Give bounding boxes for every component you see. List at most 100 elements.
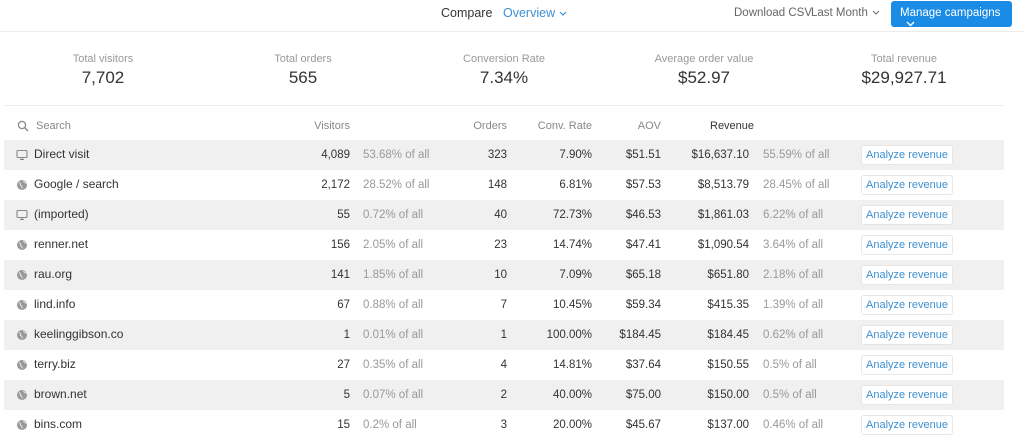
download-csv-link[interactable]: Download CSV	[734, 7, 812, 19]
stat-total-orders: Total orders 565	[193, 52, 413, 88]
orders-value: 323	[487, 149, 507, 161]
stat-label: Conversion Rate	[463, 53, 545, 65]
period-dropdown[interactable]: Last Month	[811, 7, 880, 19]
aov-value: $45.67	[625, 419, 661, 431]
revenue-share: 2.18% of all	[763, 269, 824, 281]
analyze-revenue-button[interactable]: Analyze revenue	[861, 205, 953, 225]
column-header-visitors[interactable]: Visitors	[314, 120, 350, 132]
visitors-share: 0.72% of all	[363, 209, 424, 221]
table-row[interactable]: rau.org 141 1.85% of all 10 7.09% $65.18 $651.…	[4, 260, 1004, 290]
orders-value: 3	[500, 419, 507, 431]
analyze-revenue-button[interactable]: Analyze revenue	[861, 145, 953, 165]
analyze-revenue-button[interactable]: Analyze revenue	[861, 415, 953, 435]
source-name: keelinggibson.co	[34, 327, 124, 341]
revenue-share: 0.5% of all	[763, 389, 817, 401]
source-name: bins.com	[34, 417, 83, 431]
analyze-revenue-button[interactable]: Analyze revenue	[861, 235, 953, 255]
table-row[interactable]: renner.net 156 2.05% of all 23 14.74% $47.41 $…	[4, 230, 1004, 260]
aov-value: $37.64	[625, 359, 661, 371]
conversion-rate-value: 100.00%	[546, 329, 592, 341]
divider	[4, 105, 1004, 106]
manage-campaigns-button[interactable]: Manage campaigns	[891, 1, 1012, 27]
conversion-rate-value: 6.81%	[559, 179, 592, 191]
table-header: Search Visitors Orders Conv. Rate AOV Re…	[0, 116, 1024, 136]
analyze-revenue-button[interactable]: Analyze revenue	[861, 175, 953, 195]
analyze-revenue-button[interactable]: Analyze revenue	[861, 355, 953, 375]
column-header-revenue[interactable]: Revenue	[710, 120, 755, 132]
table-row[interactable]: bins.com 15 0.2% of all 3 20.00% $45.67 $137.0…	[4, 410, 1004, 439]
visitors-share: 0.88% of all	[363, 299, 424, 311]
orders-value: 10	[494, 269, 507, 281]
source-name: renner.net	[34, 237, 89, 251]
revenue-value: $184.45	[707, 329, 749, 341]
revenue-share: 0.62% of all	[763, 329, 824, 341]
revenue-value: $1,861.03	[697, 209, 749, 221]
conversion-rate-value: 7.90%	[559, 149, 592, 161]
table-row[interactable]: lind.info 67 0.88% of all 7 10.45% $59.34 $415…	[4, 290, 1004, 320]
revenue-share: 0.5% of all	[763, 359, 817, 371]
source-name: (imported)	[34, 207, 89, 221]
search-input[interactable]: Search	[36, 120, 71, 132]
stat-label: Total orders	[274, 53, 332, 65]
table-row[interactable]: Google / search 2,172 28.52% of all 148 6.81…	[4, 170, 1004, 200]
globe-icon	[17, 330, 27, 340]
analyze-revenue-button[interactable]: Analyze revenue	[861, 385, 953, 405]
chevron-down-icon	[872, 10, 880, 15]
conversion-rate-value: 7.09%	[559, 269, 592, 281]
aov-value: $75.00	[625, 389, 661, 401]
aov-value: $65.18	[625, 269, 661, 281]
column-header-orders[interactable]: Orders	[473, 120, 507, 132]
analyze-revenue-button[interactable]: Analyze revenue	[861, 295, 953, 315]
visitors-share: 0.35% of all	[363, 359, 424, 371]
visitors-value: 1	[343, 329, 350, 341]
desktop-icon	[16, 149, 28, 161]
source-name: brown.net	[34, 387, 87, 401]
visitors-value: 15	[337, 419, 350, 431]
globe-icon	[17, 300, 27, 310]
table-row[interactable]: Direct visit 4,089 53.68% of all 323 7.90% $5…	[4, 140, 1004, 170]
stat-conversion-rate: Conversion Rate 7.34%	[394, 52, 614, 88]
revenue-value: $1,090.54	[697, 239, 749, 251]
column-header-aov[interactable]: AOV	[637, 120, 661, 132]
manage-campaigns-label: Manage campaigns	[900, 7, 1001, 19]
stat-label: Average order value	[654, 53, 754, 65]
table-row[interactable]: keelinggibson.co 1 0.01% of all 1 100.00% $18…	[4, 320, 1004, 350]
compare-tab[interactable]: Compare	[441, 6, 493, 20]
source-name: rau.org	[34, 267, 73, 281]
visitors-share: 28.52% of all	[363, 179, 430, 191]
overview-label: Overview	[503, 6, 556, 20]
analyze-revenue-button[interactable]: Analyze revenue	[861, 325, 953, 345]
aov-value: $184.45	[619, 329, 661, 341]
visitors-value: 141	[330, 269, 350, 281]
table-row[interactable]: brown.net 5 0.07% of all 2 40.00% $75.00 $150.…	[4, 380, 1004, 410]
aov-value: $57.53	[625, 179, 661, 191]
chevron-down-icon	[559, 11, 567, 16]
source-name: Google / search	[34, 177, 119, 191]
visitors-value: 27	[337, 359, 350, 371]
overview-dropdown[interactable]: Overview	[503, 6, 567, 20]
stat-value: $52.97	[678, 68, 730, 87]
top-bar: Compare Overview Download CSV Last Month…	[0, 0, 1024, 32]
analyze-revenue-button[interactable]: Analyze revenue	[861, 265, 953, 285]
table-body: Direct visit 4,089 53.68% of all 323 7.90% $5…	[0, 140, 1024, 439]
table-row[interactable]: terry.biz 27 0.35% of all 4 14.81% $37.64 $150…	[4, 350, 1004, 380]
visitors-value: 5	[343, 389, 350, 401]
aov-value: $47.41	[625, 239, 661, 251]
aov-value: $46.53	[625, 209, 661, 221]
conversion-rate-value: 14.81%	[552, 359, 592, 371]
visitors-share: 53.68% of all	[363, 149, 430, 161]
conversion-rate-value: 72.73%	[552, 209, 592, 221]
column-header-conversion-rate[interactable]: Conv. Rate	[537, 120, 592, 132]
revenue-value: $651.80	[707, 269, 749, 281]
orders-value: 1	[500, 329, 507, 341]
globe-icon	[17, 270, 27, 280]
globe-icon	[17, 180, 27, 190]
table-row[interactable]: (imported) 55 0.72% of all 40 72.73% $46.53 $1…	[4, 200, 1004, 230]
visitors-value: 2,172	[321, 179, 350, 191]
conversion-rate-value: 14.74%	[552, 239, 592, 251]
visitors-share: 2.05% of all	[363, 239, 424, 251]
revenue-value: $16,637.10	[691, 149, 749, 161]
visitors-value: 4,089	[321, 149, 350, 161]
conversion-rate-value: 20.00%	[552, 419, 592, 431]
period-label: Last Month	[811, 7, 868, 19]
